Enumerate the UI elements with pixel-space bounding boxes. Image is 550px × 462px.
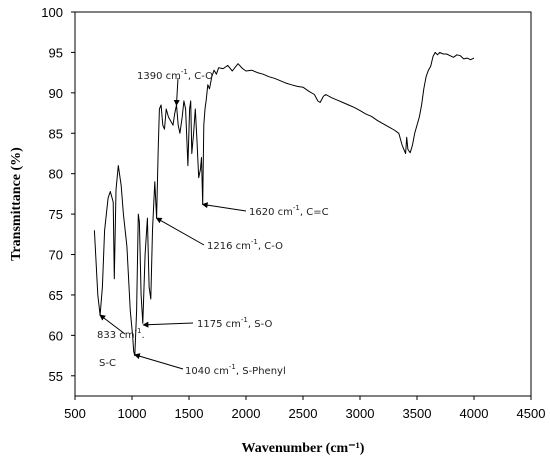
annotation-arrow [173, 77, 180, 106]
x-tick-label: 3500 [403, 406, 432, 421]
annotation-label: 1390 cm-1, C-O [137, 68, 213, 82]
annotation-label: 1620 cm-1, C=C [249, 204, 329, 218]
x-tick-label: 1500 [175, 406, 204, 421]
x-tick-label: 4500 [517, 406, 546, 421]
annotation-arrow [142, 321, 194, 328]
y-tick-label: 75 [49, 207, 63, 222]
x-axis: 500 1000 1500 2000 2500 3000 3500 4000 4500 [64, 396, 545, 421]
y-tick-label: 65 [49, 288, 63, 303]
y-axis: 55 60 65 70 75 80 85 90 95 100 [41, 5, 75, 384]
annotation-label: 1216 cm-1, C-O [207, 238, 283, 252]
y-tick-label: 70 [49, 248, 63, 263]
y-tick-label: 95 [49, 45, 63, 60]
x-tick-label: 3000 [346, 406, 375, 421]
y-axis-label: Transmittance (%) [9, 147, 24, 261]
series-group [93, 51, 475, 357]
annotation-arrow [133, 353, 184, 370]
y-tick-label: 55 [49, 369, 63, 384]
spectrum-line [93, 51, 475, 357]
y-tick-label: 100 [41, 5, 63, 20]
x-tick-label: 500 [64, 406, 86, 421]
x-axis-label: Wavenumber (cm⁻¹) [242, 441, 365, 456]
x-tick-label: 4000 [460, 406, 489, 421]
y-tick-label: 85 [49, 126, 63, 141]
annotation-label: 1040 cm-1, S-Phenyl [185, 363, 286, 377]
annotation-arrow [201, 202, 247, 212]
annotation-arrow [99, 314, 126, 335]
x-tick-label: 2000 [232, 406, 261, 421]
y-tick-label: 80 [49, 167, 63, 182]
annotation-label: 833 cm-1. [97, 327, 145, 341]
annotation-label: S-C [99, 358, 116, 369]
annotation-arrow [155, 217, 205, 246]
x-tick-label: 2500 [289, 406, 318, 421]
x-tick-label: 1000 [118, 406, 147, 421]
annotation-label: 1175 cm-1, S-O [197, 316, 272, 330]
y-tick-label: 90 [49, 86, 63, 101]
annotations: 1390 cm-1, C-O 1620 cm-1, C=C 1216 cm-1, C… [97, 68, 329, 377]
y-tick-label: 60 [49, 328, 63, 343]
